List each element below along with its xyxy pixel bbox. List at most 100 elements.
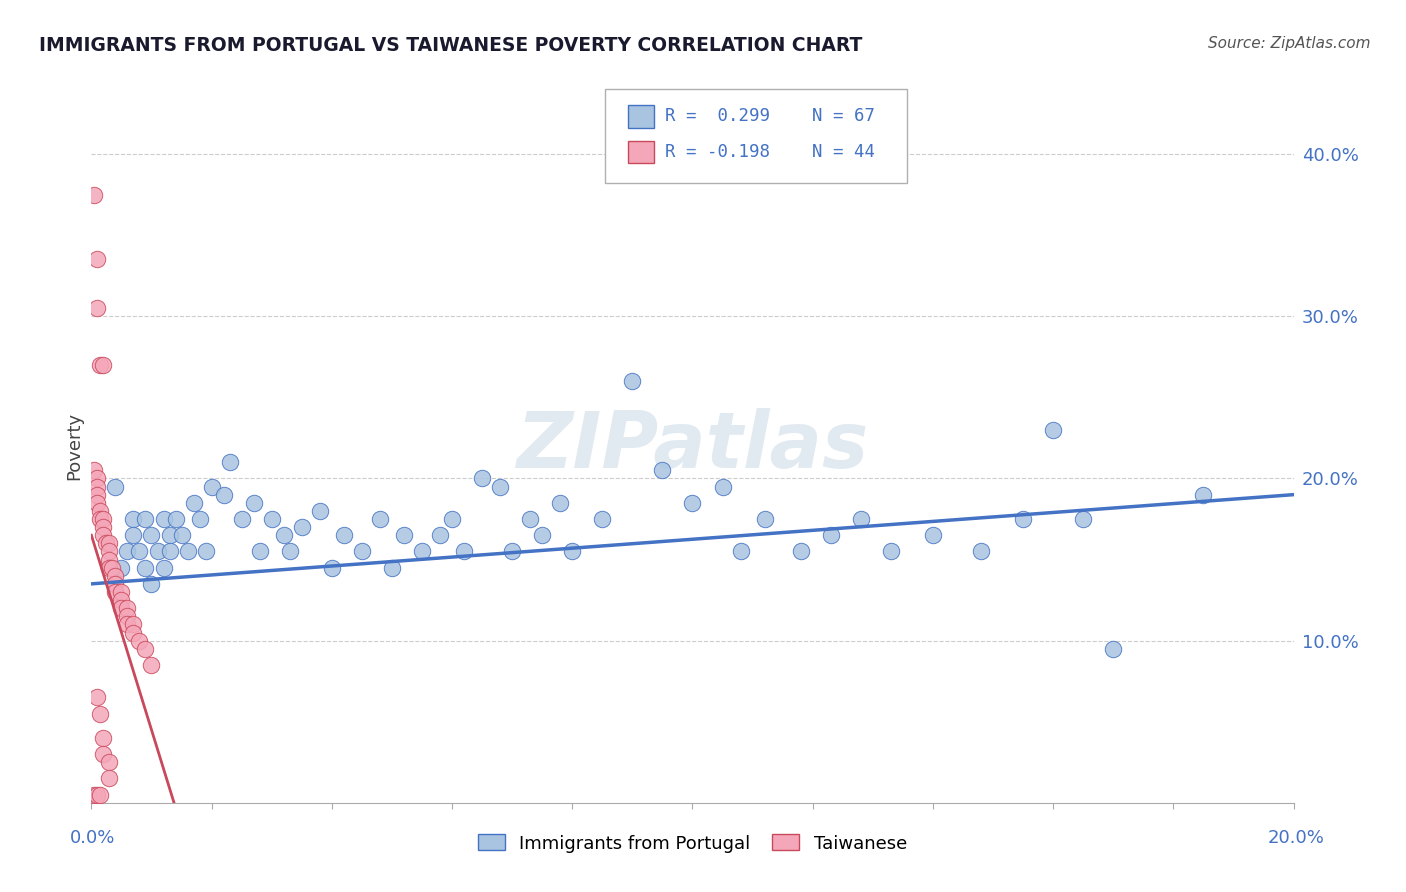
- Point: [789, 544, 811, 558]
- Point: [98, 560, 121, 574]
- Point: [128, 633, 150, 648]
- Point: [260, 512, 283, 526]
- Point: [548, 496, 571, 510]
- Point: [98, 536, 121, 550]
- Point: [429, 528, 451, 542]
- Point: [141, 577, 163, 591]
- Point: [122, 512, 145, 526]
- Point: [231, 512, 253, 526]
- Point: [110, 601, 132, 615]
- Point: [141, 528, 163, 542]
- Point: [201, 479, 224, 493]
- Point: [134, 641, 156, 656]
- Point: [754, 512, 776, 526]
- Point: [880, 544, 903, 558]
- Point: [242, 496, 264, 510]
- Point: [519, 512, 541, 526]
- Point: [93, 747, 115, 761]
- Point: [471, 471, 494, 485]
- Point: [146, 544, 169, 558]
- Point: [922, 528, 945, 542]
- Point: [820, 528, 842, 542]
- Point: [86, 479, 108, 493]
- Point: [188, 512, 211, 526]
- Point: [93, 520, 115, 534]
- Point: [86, 252, 108, 267]
- Point: [350, 544, 373, 558]
- Point: [730, 544, 752, 558]
- Text: R =  0.299    N = 67: R = 0.299 N = 67: [665, 107, 875, 125]
- Text: 20.0%: 20.0%: [1268, 829, 1324, 847]
- Point: [308, 504, 330, 518]
- Point: [89, 358, 111, 372]
- Point: [1192, 488, 1215, 502]
- Point: [93, 731, 115, 745]
- Point: [98, 552, 121, 566]
- Text: Source: ZipAtlas.com: Source: ZipAtlas.com: [1208, 36, 1371, 51]
- Point: [86, 788, 108, 802]
- Point: [392, 528, 415, 542]
- Point: [591, 512, 613, 526]
- Point: [561, 544, 583, 558]
- Point: [681, 496, 703, 510]
- Point: [86, 471, 108, 485]
- Point: [86, 301, 108, 315]
- Point: [89, 504, 111, 518]
- Point: [86, 690, 108, 705]
- Point: [273, 528, 295, 542]
- Point: [165, 512, 187, 526]
- Point: [249, 544, 271, 558]
- Point: [278, 544, 301, 558]
- Point: [122, 528, 145, 542]
- Point: [194, 544, 217, 558]
- Point: [89, 788, 111, 802]
- Point: [98, 756, 121, 770]
- Point: [159, 544, 181, 558]
- Point: [83, 463, 105, 477]
- Point: [110, 585, 132, 599]
- Point: [134, 512, 156, 526]
- Point: [89, 512, 111, 526]
- Point: [110, 593, 132, 607]
- Point: [86, 488, 108, 502]
- Legend: Immigrants from Portugal, Taiwanese: Immigrants from Portugal, Taiwanese: [468, 825, 917, 862]
- Point: [291, 520, 314, 534]
- Point: [651, 463, 673, 477]
- Point: [117, 617, 139, 632]
- Point: [152, 512, 174, 526]
- Point: [93, 528, 115, 542]
- Point: [440, 512, 463, 526]
- Point: [89, 706, 111, 721]
- Point: [96, 536, 118, 550]
- Text: 0.0%: 0.0%: [70, 829, 115, 847]
- Point: [93, 512, 115, 526]
- Point: [970, 544, 993, 558]
- Point: [104, 585, 127, 599]
- Point: [333, 528, 356, 542]
- Point: [152, 560, 174, 574]
- Point: [501, 544, 523, 558]
- Point: [1042, 423, 1064, 437]
- Point: [531, 528, 554, 542]
- Point: [321, 560, 343, 574]
- Point: [1102, 641, 1125, 656]
- Text: ZIPatlas: ZIPatlas: [516, 408, 869, 484]
- Point: [101, 560, 124, 574]
- Point: [117, 544, 139, 558]
- Text: R = -0.198    N = 44: R = -0.198 N = 44: [665, 143, 875, 161]
- Point: [83, 788, 105, 802]
- Point: [93, 358, 115, 372]
- Point: [104, 479, 127, 493]
- Point: [381, 560, 404, 574]
- Point: [183, 496, 205, 510]
- Point: [141, 657, 163, 672]
- Point: [128, 544, 150, 558]
- Point: [104, 568, 127, 582]
- Point: [117, 601, 139, 615]
- Point: [711, 479, 734, 493]
- Point: [218, 455, 240, 469]
- Point: [83, 187, 105, 202]
- Point: [1071, 512, 1094, 526]
- Point: [159, 528, 181, 542]
- Point: [110, 560, 132, 574]
